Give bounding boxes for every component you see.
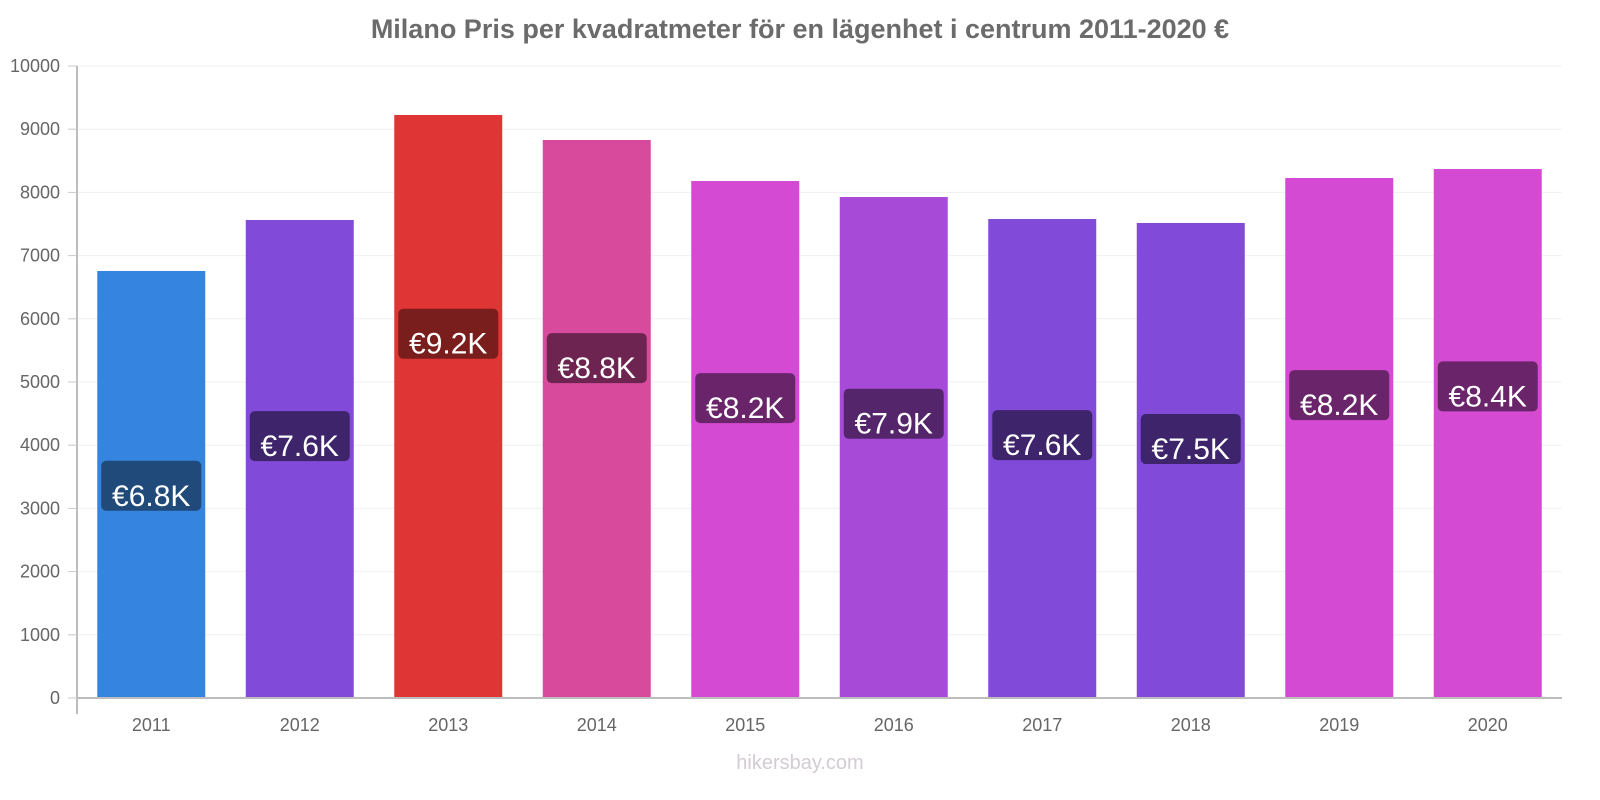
data-label-text: €8.2K xyxy=(706,392,784,425)
data-label-bg xyxy=(546,333,647,384)
bar-2014[interactable] xyxy=(542,140,651,698)
data-label-text: €8.2K xyxy=(1300,389,1378,422)
data-label-text: €6.8K xyxy=(112,480,190,513)
axes xyxy=(76,66,1562,714)
data-label-bg xyxy=(101,460,202,511)
bar-2016[interactable] xyxy=(839,197,948,698)
y-tick-label: 6000 xyxy=(20,309,60,329)
data-label-2017: €7.6K xyxy=(992,410,1093,462)
data-label-text: €7.6K xyxy=(261,430,339,463)
y-tick-label: 2000 xyxy=(20,562,60,582)
x-tick-label: 2019 xyxy=(1319,715,1359,735)
y-tick-label: 3000 xyxy=(20,498,60,518)
data-label-bg xyxy=(992,410,1093,461)
data-label-text: €8.4K xyxy=(1449,380,1527,413)
data-label-bg xyxy=(695,373,796,424)
data-labels: €6.8K €7.6K €9.2K €8.8K €8.2K €7.9K €7.6K €7.5K… xyxy=(101,308,1538,513)
bar-2015[interactable] xyxy=(691,181,800,699)
data-label-bg xyxy=(249,411,350,462)
data-label-2013: €9.2K xyxy=(398,308,499,361)
x-tick-label: 2016 xyxy=(874,715,914,735)
data-label-bg xyxy=(843,388,944,439)
data-label-2018: €7.5K xyxy=(1140,414,1241,466)
x-tick-label: 2020 xyxy=(1468,715,1508,735)
data-label-text: €7.5K xyxy=(1152,433,1230,466)
data-label-2020: €8.4K xyxy=(1437,361,1538,413)
x-axis-ticks: 2011 2012 2013 2014 2015 2016 2017 2018 2019 2020 xyxy=(132,715,1508,735)
x-tick-label: 2018 xyxy=(1171,715,1211,735)
data-label-2016: €7.9K xyxy=(843,388,944,441)
bar-2020[interactable] xyxy=(1433,169,1542,699)
x-tick-label: 2015 xyxy=(725,715,765,735)
x-tick-label: 2011 xyxy=(132,715,171,735)
data-label-bg xyxy=(1140,414,1241,465)
x-tick-label: 2017 xyxy=(1022,715,1062,735)
y-tick-label: 8000 xyxy=(20,182,60,202)
y-tick-label: 9000 xyxy=(20,119,60,139)
y-tick-label: 10000 xyxy=(10,56,60,76)
x-tick-label: 2012 xyxy=(280,715,320,735)
watermark: hikersbay.com xyxy=(736,752,864,774)
data-label-text: €9.2K xyxy=(409,328,487,361)
bar-2019[interactable] xyxy=(1285,177,1394,698)
y-tick-label: 7000 xyxy=(20,246,60,266)
y-tick-label: 0 xyxy=(50,688,60,708)
data-label-2011: €6.8K xyxy=(101,460,202,513)
y-tick-label: 1000 xyxy=(20,625,60,645)
data-label-text: €7.6K xyxy=(1003,429,1081,462)
data-label-text: €8.8K xyxy=(558,352,636,385)
data-label-2014: €8.8K xyxy=(546,333,647,385)
data-label-2015: €8.2K xyxy=(695,373,796,425)
data-label-2019: €8.2K xyxy=(1289,370,1390,422)
y-tick-label: 5000 xyxy=(20,372,60,392)
y-axis-ticks: 0 1000 2000 3000 4000 5000 6000 7000 8000 9000 100… xyxy=(10,56,77,708)
y-tick-label: 4000 xyxy=(20,435,60,455)
bar-2013[interactable] xyxy=(394,114,503,699)
x-tick-label: 2013 xyxy=(428,715,468,735)
data-label-text: €7.9K xyxy=(855,408,933,441)
data-label-2012: €7.6K xyxy=(249,411,350,463)
data-label-bg xyxy=(398,308,499,359)
chart-title: Milano Pris per kvadratmeter för en läge… xyxy=(370,14,1230,44)
x-tick-label: 2014 xyxy=(577,715,617,735)
data-label-bg xyxy=(1289,370,1390,421)
data-label-bg xyxy=(1437,361,1538,412)
